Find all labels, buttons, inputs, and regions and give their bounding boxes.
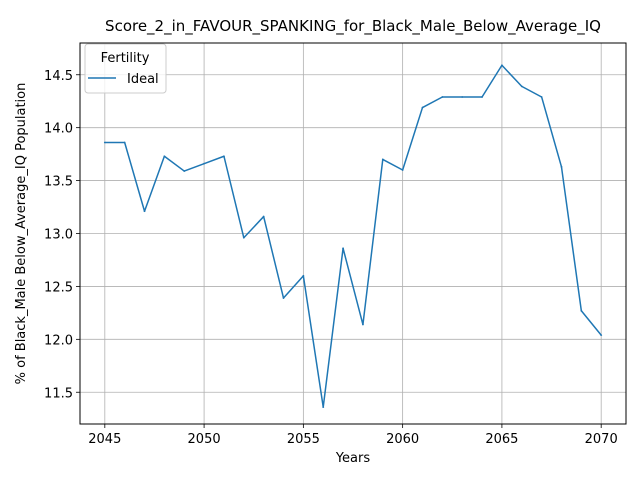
y-tick-label: 12.0 — [44, 333, 73, 348]
chart-title: Score_2_in_FAVOUR_SPANKING_for_Black_Mal… — [105, 17, 601, 36]
data-point — [123, 141, 126, 144]
data-point — [342, 247, 344, 250]
legend-box — [84, 43, 167, 94]
series-layer — [103, 64, 603, 408]
grid-lines — [80, 43, 626, 424]
data-point — [560, 165, 563, 168]
legend: Fertility Ideal — [84, 43, 167, 94]
y-tick-label: 12.5 — [44, 280, 73, 295]
data-point — [242, 236, 245, 239]
x-axis-label: Years — [335, 451, 371, 466]
x-tick-label: 2055 — [287, 432, 320, 447]
x-tick-label: 2050 — [188, 432, 221, 447]
data-point — [481, 96, 483, 98]
data-point — [183, 170, 186, 172]
y-tick-label: 11.5 — [44, 386, 73, 401]
y-tick-label: 14.5 — [44, 69, 73, 84]
data-point — [322, 406, 325, 408]
data-point — [520, 85, 523, 88]
data-point — [143, 210, 146, 213]
data-point — [461, 96, 464, 98]
x-tick-label: 2065 — [485, 432, 518, 447]
legend-title: Fertility — [101, 51, 150, 66]
data-point — [401, 169, 404, 171]
data-point — [501, 64, 503, 67]
data-point — [262, 215, 265, 218]
y-axis: 11.5 12.0 12.5 13.0 13.5 14.0 14.5 — [44, 69, 80, 401]
data-point — [362, 323, 364, 326]
series-line-ideal — [104, 64, 602, 408]
data-point — [163, 155, 166, 158]
legend-label-ideal: Ideal — [127, 72, 159, 87]
data-point — [421, 106, 424, 109]
y-tick-label: 13.0 — [44, 228, 73, 243]
x-tick-label: 2045 — [88, 432, 121, 447]
y-axis-label: % of Black_Male Below_Average_IQ Populat… — [14, 83, 29, 385]
data-point — [381, 158, 384, 161]
data-point — [223, 155, 225, 158]
data-point — [302, 274, 305, 277]
data-point — [580, 309, 583, 312]
x-tick-label: 2070 — [585, 432, 618, 447]
data-point — [540, 96, 543, 98]
data-point — [282, 297, 285, 299]
y-tick-label: 14.0 — [44, 122, 73, 137]
data-point — [103, 141, 106, 144]
data-point — [203, 162, 205, 165]
y-tick-label: 13.5 — [44, 175, 73, 190]
x-tick-label: 2060 — [386, 432, 419, 447]
x-axis: 2045 2050 2055 2060 2065 2070 — [88, 424, 618, 447]
data-point — [600, 334, 603, 336]
data-point — [441, 96, 444, 98]
